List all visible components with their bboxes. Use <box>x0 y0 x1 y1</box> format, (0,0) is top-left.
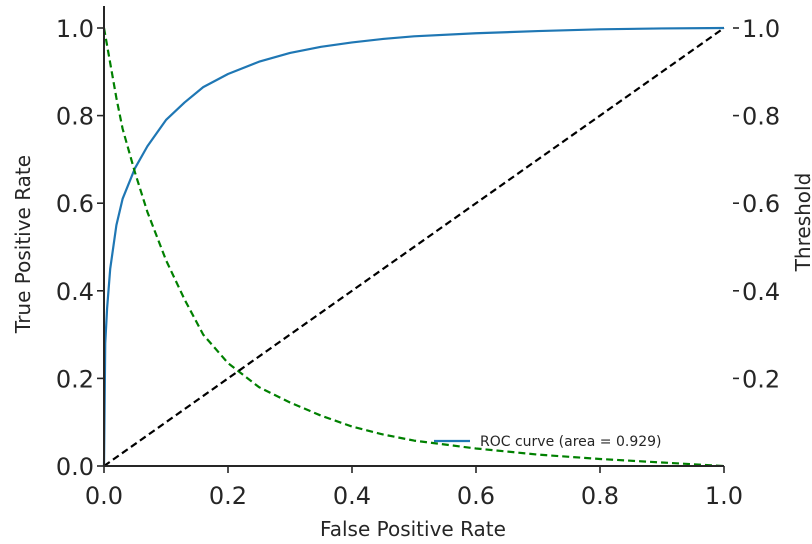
right-y-axis-label: Threshold <box>791 173 812 273</box>
y-tick-label: 0.8 <box>56 103 94 131</box>
x-tick-label: 0.4 <box>333 482 371 510</box>
legend-label-roc: ROC curve (area = 0.929) <box>480 434 662 450</box>
y-tick-label: 0.4 <box>56 278 94 306</box>
axes <box>103 6 724 467</box>
series-roc-curve <box>102 26 725 467</box>
x-tick-label: 0.6 <box>457 482 495 510</box>
y-tick-label: 0.2 <box>56 365 94 393</box>
ticks: 0.0 0.2 0.4 0.6 0.8 1.0 0.0 0.2 0.4 0.6 0.8 1.0 0.2 0… <box>56 15 780 510</box>
right-y-tick-label: 1.0 <box>742 15 780 43</box>
right-y-tick-label: 0.6 <box>742 190 780 218</box>
y-tick-label: 0.6 <box>56 190 94 218</box>
x-tick-label: 0.8 <box>581 482 619 510</box>
y-axis-label: True Positive Rate <box>11 155 35 334</box>
y-tick-label: 1.0 <box>56 15 94 43</box>
right-y-tick-label: 0.2 <box>742 365 780 393</box>
x-axis-label: False Positive Rate <box>320 517 506 541</box>
legend: ROC curve (area = 0.929) <box>434 434 662 450</box>
series-chance-diagonal <box>103 27 725 467</box>
x-tick-label: 0.0 <box>85 482 123 510</box>
x-tick-label: 0.2 <box>209 482 247 510</box>
right-y-tick-label: 0.4 <box>742 278 780 306</box>
series-threshold <box>102 27 725 468</box>
right-y-tick-label: 0.8 <box>742 103 780 131</box>
x-tick-label: 1.0 <box>705 482 743 510</box>
y-tick-label: 0.0 <box>56 453 94 481</box>
plot-area <box>102 26 725 468</box>
